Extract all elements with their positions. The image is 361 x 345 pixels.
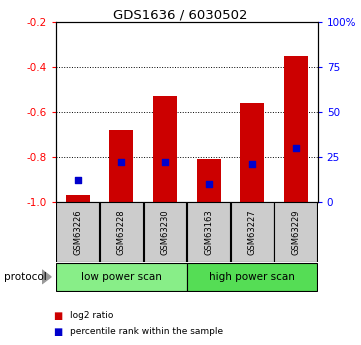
Point bbox=[162, 160, 168, 165]
Text: GSM63228: GSM63228 bbox=[117, 209, 126, 255]
Text: GSM63229: GSM63229 bbox=[291, 209, 300, 255]
Point bbox=[293, 145, 299, 151]
Text: GSM63230: GSM63230 bbox=[161, 209, 170, 255]
Bar bbox=[100, 203, 143, 262]
Bar bbox=[187, 203, 230, 262]
Bar bbox=[66, 195, 90, 202]
Text: GDS1636 / 6030502: GDS1636 / 6030502 bbox=[113, 9, 248, 22]
Bar bbox=[231, 203, 274, 262]
Point bbox=[249, 161, 255, 167]
Text: high power scan: high power scan bbox=[209, 272, 295, 282]
Text: log2 ratio: log2 ratio bbox=[70, 311, 114, 320]
Text: ■: ■ bbox=[53, 327, 62, 337]
Bar bbox=[187, 263, 317, 291]
Bar bbox=[56, 263, 187, 291]
Bar bbox=[240, 103, 264, 202]
Text: percentile rank within the sample: percentile rank within the sample bbox=[70, 327, 223, 336]
Bar bbox=[284, 56, 308, 202]
Text: low power scan: low power scan bbox=[81, 272, 162, 282]
Point bbox=[206, 181, 212, 187]
Text: GSM63227: GSM63227 bbox=[248, 209, 257, 255]
Bar bbox=[144, 203, 186, 262]
Polygon shape bbox=[42, 270, 51, 284]
Point bbox=[118, 160, 124, 165]
Bar bbox=[56, 203, 99, 262]
Bar bbox=[274, 203, 317, 262]
Bar bbox=[197, 159, 221, 202]
Text: GSM63226: GSM63226 bbox=[73, 209, 82, 255]
Bar bbox=[153, 96, 177, 202]
Bar bbox=[109, 130, 133, 202]
Point bbox=[75, 178, 81, 183]
Text: ■: ■ bbox=[53, 311, 62, 321]
Text: GSM63163: GSM63163 bbox=[204, 209, 213, 255]
Text: protocol: protocol bbox=[4, 272, 46, 282]
